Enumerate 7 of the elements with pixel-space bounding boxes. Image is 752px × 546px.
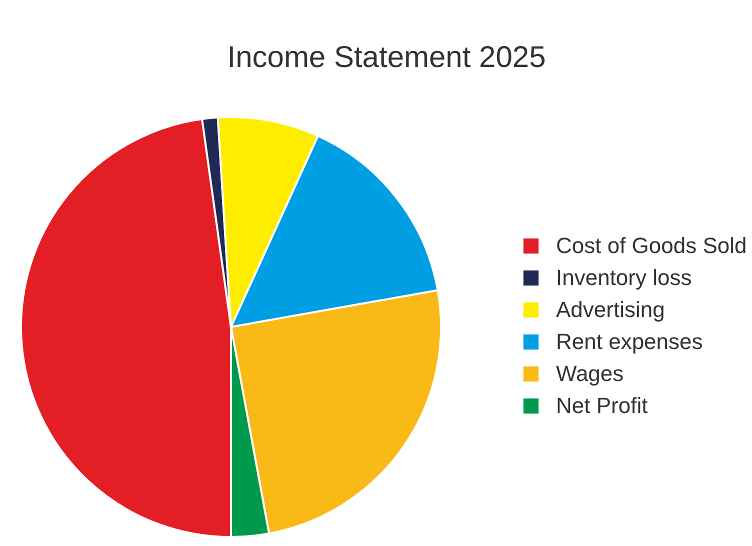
legend-label: Net Profit xyxy=(556,393,648,418)
legend-label: Cost of Goods Sold xyxy=(556,233,747,258)
legend-label: Inventory loss xyxy=(556,265,692,290)
chart-title: Income Statement 2025 xyxy=(227,41,546,74)
legend-label: Advertising xyxy=(556,297,665,322)
legend-label: Rent expenses xyxy=(556,329,703,354)
legend-label: Wages xyxy=(556,361,624,386)
